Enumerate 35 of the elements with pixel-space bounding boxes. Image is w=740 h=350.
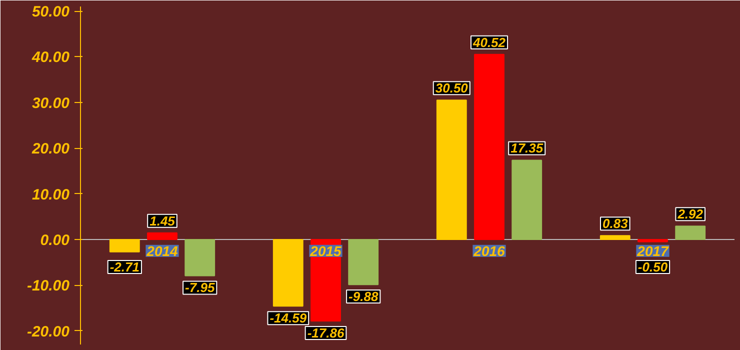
- y-tick-label: 50.00: [32, 4, 70, 21]
- text: 17.35: [510, 140, 544, 156]
- bar: [109, 238, 140, 252]
- text: -9.88: [348, 289, 378, 304]
- y-tick-label: 30.00: [32, 94, 70, 112]
- y-tick-label: 10.00: [32, 186, 70, 204]
- bar: [675, 226, 706, 240]
- bar: [147, 232, 178, 240]
- y-tick-label: 0.00: [40, 232, 70, 249]
- bar: [348, 238, 379, 286]
- text: 30.50: [435, 80, 468, 96]
- x-tick-label: 2015: [309, 242, 342, 259]
- text: -14.59: [270, 310, 307, 326]
- x-tick-label: 2016: [472, 242, 506, 259]
- y-tick-label: -10.00: [26, 278, 70, 295]
- text: 0.83: [602, 216, 628, 232]
- bar: [600, 235, 630, 240]
- bar: [272, 238, 304, 307]
- x-tick-label: 2017: [636, 242, 670, 259]
- text: -0.50: [638, 259, 668, 274]
- y-tick-label: -20.00: [26, 323, 70, 340]
- text: 2.92: [678, 206, 704, 222]
- x-tick-label: 2014: [146, 242, 178, 259]
- text: -7.95: [185, 280, 215, 296]
- bar: [184, 238, 216, 276]
- bar: [474, 54, 504, 240]
- text: 40.52: [472, 34, 506, 50]
- bar: [436, 100, 467, 240]
- y-tick-label: 40.00: [30, 49, 70, 66]
- bar: [512, 160, 542, 240]
- y-tick-label: 20.00: [30, 140, 70, 158]
- text: -17.86: [307, 326, 344, 341]
- bar: [638, 238, 668, 242]
- text: 1.45: [150, 213, 175, 228]
- text: -2.71: [110, 259, 140, 274]
